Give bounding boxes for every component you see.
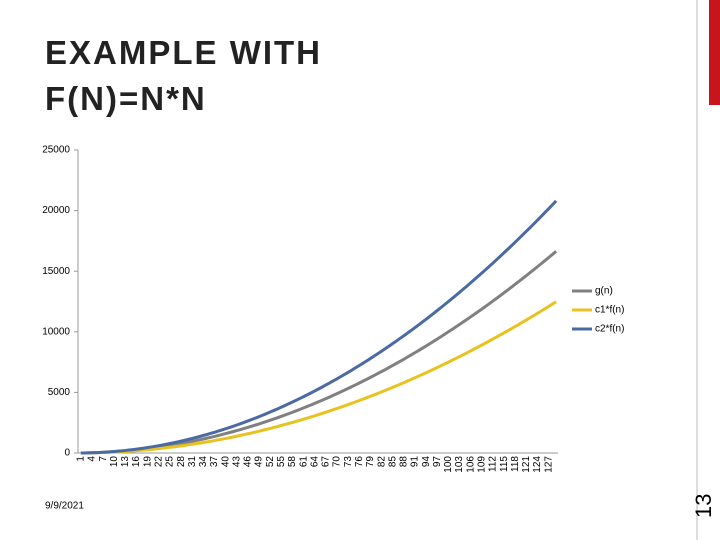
x-tick-label: 94 [421,456,432,468]
accent-bar [709,0,720,105]
x-tick-label: 103 [454,456,465,473]
x-tick-label: 118 [510,456,521,472]
x-tick-label: 40 [220,456,231,468]
x-tick-label: 106 [465,456,476,473]
x-tick-label: 70 [332,456,343,468]
x-tick-label: 91 [410,456,421,468]
legend-label: c2*f(n) [595,324,624,335]
x-tick-label: 19 [142,456,153,468]
x-tick-label: 88 [399,456,410,468]
x-tick-label: 43 [231,456,242,468]
x-tick-label: 58 [287,456,298,468]
legend-label: g(n) [595,286,613,297]
x-tick-label: 97 [432,456,443,468]
x-tick-label: 73 [343,456,354,468]
x-tick-label: 37 [209,456,220,468]
x-tick-label: 52 [265,456,276,468]
x-tick-label: 7 [98,456,109,462]
y-tick-label: 15000 [42,266,70,277]
page-number: 13 [691,494,716,518]
x-tick-label: 127 [543,456,554,473]
x-tick-label: 76 [354,456,365,468]
x-tick-label: 28 [176,456,187,468]
x-tick-label: 10 [109,456,120,468]
x-tick-label: 13 [120,456,131,468]
x-tick-label: 100 [443,456,454,473]
series-line [80,250,558,455]
x-tick-label: 82 [376,456,387,468]
chart: 0 5000 10000 15000 20000 25000 1 4 7 10 13 16 19 22 25… [42,145,624,473]
y-tick-label: 5000 [48,387,71,398]
title-line: EXAMPLE WITH [45,34,322,71]
x-tick-label: 85 [387,456,398,468]
series-line [80,300,557,455]
x-tick-label: 25 [165,456,176,468]
legend-label: c1*f(n) [595,305,624,316]
series-line [80,199,558,455]
x-tick-label: 49 [254,456,265,468]
x-tick-label: 31 [187,456,198,468]
x-tick-label: 34 [198,456,209,468]
x-tick-label: 115 [499,456,510,472]
x-tick-label: 46 [243,456,254,468]
y-tick-label: 25000 [42,145,70,156]
x-tick-label: 109 [477,456,488,473]
x-tick-label: 112 [488,456,499,472]
date: 9/9/2021 [45,501,84,512]
x-tick-label: 79 [365,456,376,468]
x-tick-label: 64 [309,456,320,468]
x-tick-label: 61 [298,456,309,468]
x-tick-label: 1 [75,456,86,462]
title-line: F(N)=N*N [45,80,207,117]
y-tick-label: 0 [64,448,70,459]
x-tick-label: 124 [532,456,543,473]
x-tick-label: 67 [321,456,332,468]
x-tick-label: 22 [153,456,164,468]
x-tick-label: 121 [521,456,532,473]
y-tick-label: 20000 [42,205,70,216]
x-tick-label: 55 [276,456,287,468]
x-tick-label: 16 [131,456,142,468]
x-tick-label: 4 [87,456,98,462]
y-tick-label: 10000 [42,326,70,337]
